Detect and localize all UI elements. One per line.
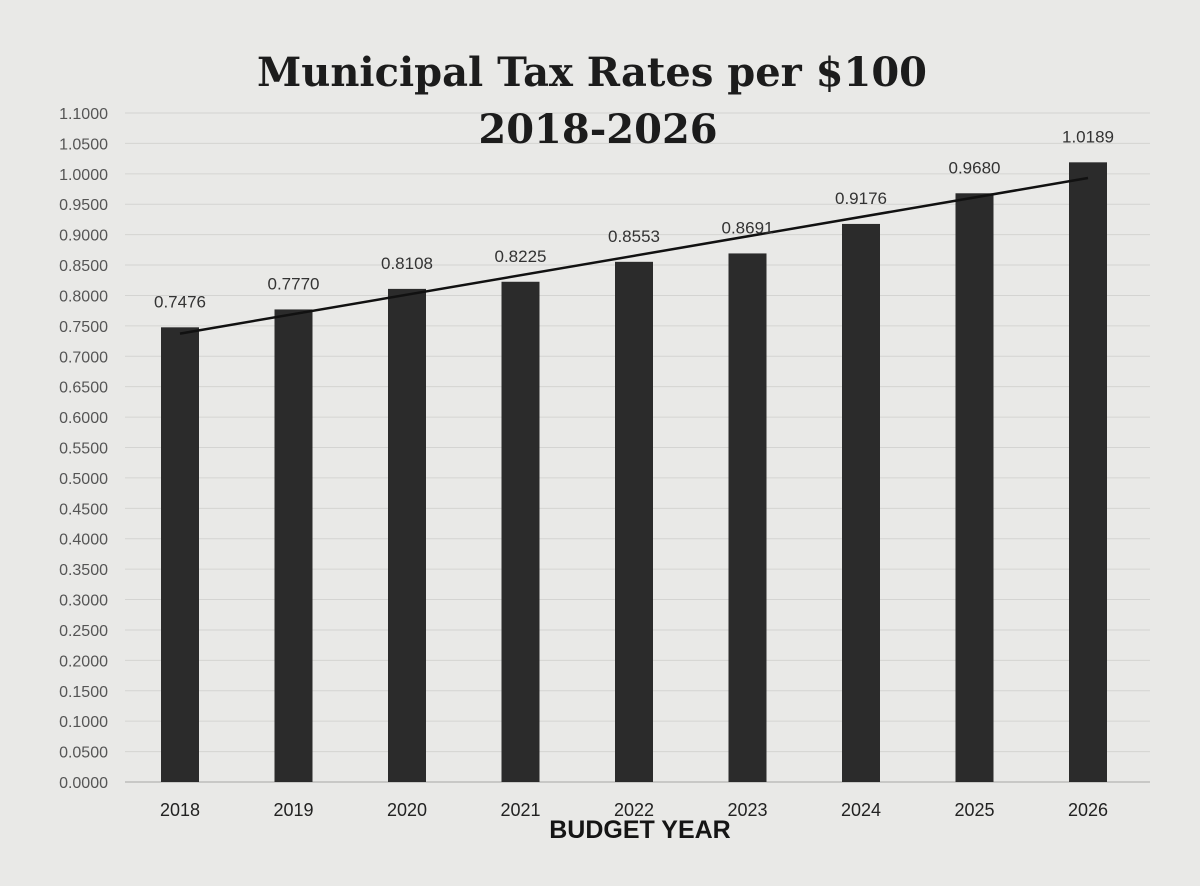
x-tick-label-2021: 2021 bbox=[500, 800, 540, 820]
y-tick-label: 0.2000 bbox=[59, 653, 108, 670]
data-label-2023: 0.8691 bbox=[722, 218, 774, 237]
y-tick-label: 0.3500 bbox=[59, 562, 108, 579]
data-label-2022: 0.8553 bbox=[608, 227, 660, 246]
x-axis-categories: 2018 2019 2020 2021 2022 2023 2024 2025 2026 bbox=[160, 800, 1108, 820]
y-tick-label: 0.0500 bbox=[59, 745, 108, 762]
x-tick-label-2022: 2022 bbox=[614, 800, 654, 820]
y-tick-label: 0.9500 bbox=[59, 197, 108, 214]
bars bbox=[161, 162, 1107, 782]
y-tick-label: 0.6500 bbox=[59, 380, 108, 397]
y-tick-label: 0.8000 bbox=[59, 288, 108, 305]
x-tick-label-2020: 2020 bbox=[387, 800, 427, 820]
x-axis-title: BUDGET YEAR bbox=[549, 816, 731, 844]
bar-2021 bbox=[501, 281, 540, 782]
trend-line bbox=[179, 176, 1089, 335]
y-tick-label: 1.0500 bbox=[59, 136, 108, 153]
x-tick-label-2018: 2018 bbox=[160, 800, 200, 820]
y-tick-label: 0.3000 bbox=[59, 593, 108, 610]
y-tick-label: 0.4000 bbox=[59, 532, 108, 549]
chart-title: Municipal Tax Rates per $100 bbox=[257, 49, 927, 96]
y-tick-label: 0.7500 bbox=[59, 319, 108, 336]
y-tick-label: 0.9000 bbox=[59, 228, 108, 245]
trendline bbox=[179, 176, 1089, 335]
bar-2024 bbox=[842, 223, 880, 782]
data-label-2021: 0.8225 bbox=[495, 247, 547, 266]
y-tick-label: 0.4500 bbox=[59, 501, 108, 518]
data-label-2020: 0.8108 bbox=[381, 254, 433, 273]
y-tick-label: 1.0000 bbox=[59, 167, 108, 184]
bar-2020 bbox=[388, 288, 426, 782]
bar-2023 bbox=[728, 253, 767, 782]
y-tick-label: 0.8500 bbox=[59, 258, 108, 275]
y-tick-label: 0.1000 bbox=[59, 714, 108, 731]
bar-2022 bbox=[615, 261, 653, 782]
y-tick-label: 0.0000 bbox=[59, 775, 108, 792]
bar-2019 bbox=[274, 309, 313, 782]
data-label-2024: 0.9176 bbox=[835, 189, 887, 208]
y-tick-label: 0.6000 bbox=[59, 410, 108, 427]
y-tick-label: 0.1500 bbox=[59, 684, 108, 701]
y-tick-label: 1.1000 bbox=[59, 106, 108, 123]
data-label-2018: 0.7476 bbox=[154, 292, 206, 311]
data-label-2019: 0.7770 bbox=[268, 274, 320, 293]
y-axis-ticks: 0.0000 0.0500 0.1000 0.1500 0.2000 0.2500 0.30… bbox=[59, 106, 108, 792]
x-tick-label-2026: 2026 bbox=[1068, 800, 1108, 820]
bar-2026 bbox=[1069, 162, 1107, 782]
y-tick-label: 0.5000 bbox=[59, 471, 108, 488]
data-labels: 0.7476 0.7770 0.8108 0.8225 0.8553 0.8691 0.91… bbox=[154, 127, 1114, 311]
data-label-2025: 0.9680 bbox=[949, 158, 1001, 177]
x-tick-label-2024: 2024 bbox=[841, 800, 881, 820]
chart-subtitle: 2018-2026 bbox=[478, 106, 717, 153]
x-tick-label-2023: 2023 bbox=[727, 800, 767, 820]
y-tick-label: 0.5500 bbox=[59, 441, 108, 458]
data-label-2026: 1.0189 bbox=[1062, 127, 1114, 146]
y-tick-label: 0.7000 bbox=[59, 349, 108, 366]
x-tick-label-2019: 2019 bbox=[273, 800, 313, 820]
y-tick-label: 0.2500 bbox=[59, 623, 108, 640]
bar-2018 bbox=[161, 327, 199, 782]
bar-2025 bbox=[955, 193, 994, 782]
x-tick-label-2025: 2025 bbox=[954, 800, 994, 820]
